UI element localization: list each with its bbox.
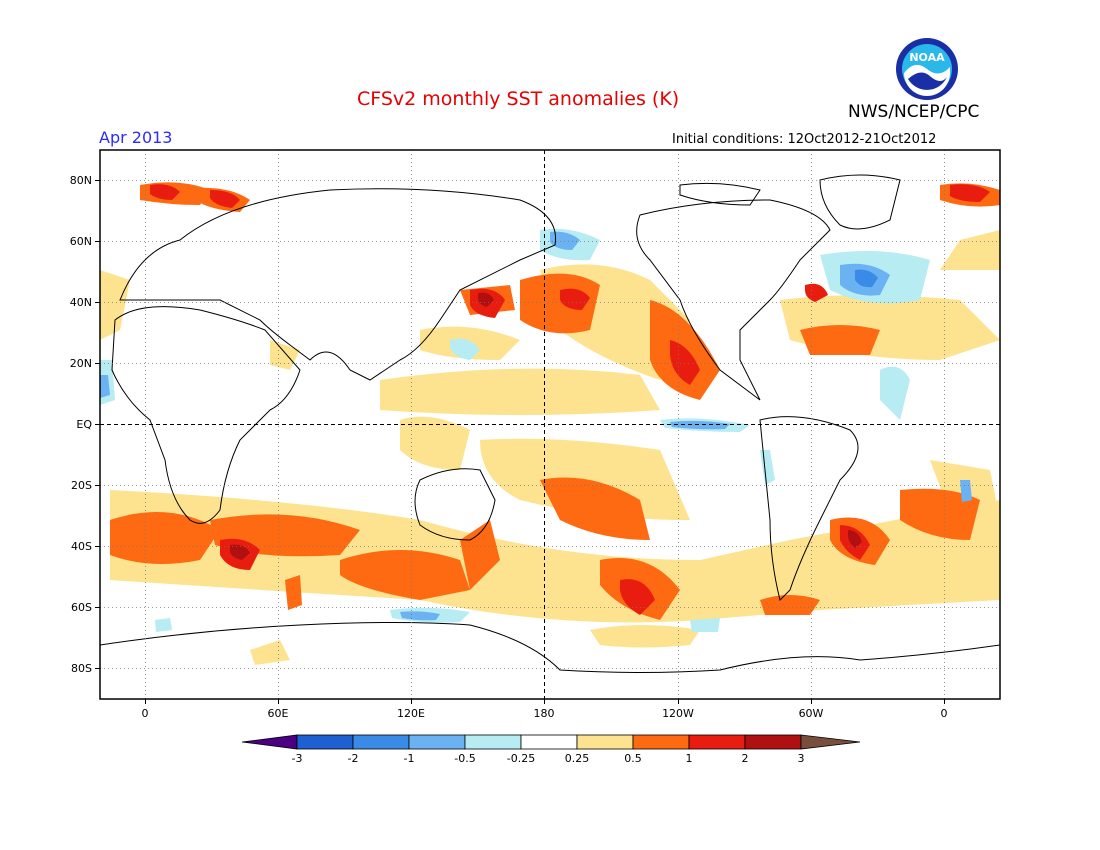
lon-labels: 0 60E 120E 180 120W 60W 0 [142, 707, 948, 720]
ticks [95, 180, 945, 704]
colorbar-label: 3 [798, 752, 805, 765]
colorbar-label: 0.25 [565, 752, 590, 765]
agency-label: NWS/NCEP/CPC [848, 102, 980, 122]
antarctica-outline [100, 622, 1000, 673]
colorbar-label: -0.5 [454, 752, 475, 765]
colorbar-label: -2 [348, 752, 359, 765]
colorbar-swatch [688, 734, 746, 750]
lon-label: 120W [662, 707, 694, 720]
africa-outline [111, 306, 301, 524]
colorbar-label: -3 [292, 752, 303, 765]
lon-label: 0 [142, 707, 149, 720]
lat-label: 40S [71, 540, 92, 553]
forecast-month: Apr 2013 [99, 128, 173, 147]
lat-label: 20S [71, 479, 92, 492]
coastlines [100, 174, 1000, 673]
logo-text: NOAA [909, 51, 945, 64]
colorbar-swatch [296, 734, 354, 750]
colorbar-swatch [632, 734, 690, 750]
colorbar-swatch [576, 734, 634, 750]
initial-conditions: Initial conditions: 12Oct2012-21Oct2012 [672, 132, 937, 147]
noaa-logo-icon: NOAA [896, 38, 958, 100]
north-america-outline [636, 199, 831, 401]
lat-label: 20N [70, 357, 92, 370]
lat-label: 80S [71, 662, 92, 675]
greenland-outline [819, 174, 901, 230]
colorbar-swatch [352, 734, 410, 750]
arctic-islands-outline [679, 182, 761, 206]
cool-deep-anomalies [855, 269, 878, 288]
lat-label: 40N [70, 296, 92, 309]
lon-label: 120E [397, 707, 425, 720]
lon-label: 180 [534, 707, 555, 720]
colorbar: -3 -2 -1 -0.5 -0.25 0.25 0.5 1 2 3 [241, 734, 861, 765]
lat-label: 60S [71, 601, 92, 614]
warm-dark-anomalies [230, 292, 862, 560]
lon-label: 60E [268, 707, 289, 720]
colorbar-swatch [744, 734, 802, 750]
colorbar-label: -1 [404, 752, 415, 765]
anomaly-field [100, 182, 1000, 665]
colorbar-label: 1 [686, 752, 693, 765]
colorbar-min-triangle [241, 734, 298, 750]
chart-title: CFSv2 monthly SST anomalies (K) [357, 88, 680, 110]
lat-label: EQ [76, 418, 92, 431]
lat-label: 60N [70, 235, 92, 248]
lon-label: 60W [799, 707, 824, 720]
colorbar-label: 0.5 [624, 752, 642, 765]
logo-sea [908, 72, 947, 90]
colorbar-label: 2 [742, 752, 749, 765]
lon-label: 0 [941, 707, 948, 720]
colorbar-label: -0.25 [507, 752, 535, 765]
lat-labels: 80N 60N 40N 20N EQ 20S 40S 60S 80S [70, 174, 93, 675]
colorbar-swatch [408, 734, 466, 750]
australia-outline [414, 468, 496, 541]
eurasia-outline [119, 188, 557, 381]
lat-label: 80N [70, 174, 92, 187]
colorbar-swatch [520, 734, 578, 750]
reference-lines [100, 150, 1000, 699]
colorbar-max-triangle [800, 734, 861, 750]
south-america-outline [759, 416, 859, 601]
colorbar-swatch [464, 734, 522, 750]
